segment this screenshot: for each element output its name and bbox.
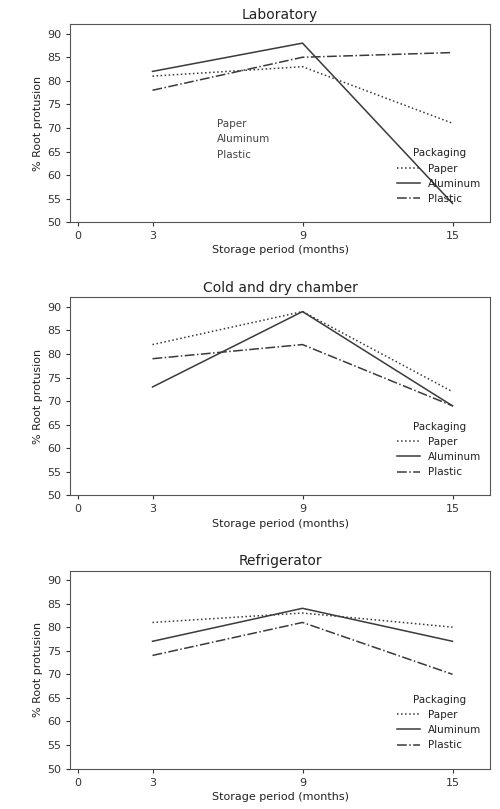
- Title: Laboratory: Laboratory: [242, 8, 318, 22]
- Text: Paper
Aluminum
Plastic: Paper Aluminum Plastic: [217, 119, 270, 159]
- Y-axis label: % Root protusion: % Root protusion: [32, 349, 42, 444]
- Legend: Paper, Aluminum, Plastic: Paper, Aluminum, Plastic: [394, 418, 485, 481]
- Title: Refrigerator: Refrigerator: [238, 554, 322, 568]
- X-axis label: Storage period (months): Storage period (months): [212, 519, 348, 528]
- Title: Cold and dry chamber: Cold and dry chamber: [202, 281, 358, 295]
- Legend: Paper, Aluminum, Plastic: Paper, Aluminum, Plastic: [394, 146, 485, 207]
- X-axis label: Storage period (months): Storage period (months): [212, 245, 348, 256]
- Y-axis label: % Root protusion: % Root protusion: [32, 622, 42, 717]
- X-axis label: Storage period (months): Storage period (months): [212, 792, 348, 802]
- Y-axis label: % Root protusion: % Root protusion: [32, 76, 42, 171]
- Legend: Paper, Aluminum, Plastic: Paper, Aluminum, Plastic: [394, 692, 485, 753]
